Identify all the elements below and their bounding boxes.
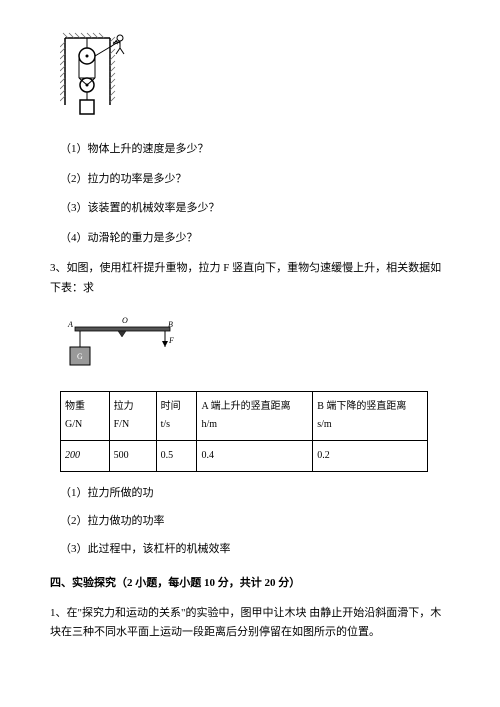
data-table: 物重 G/N 拉力 F/N 时间 t/s A 端上升的竖直距离 h/m B 端下… [60, 391, 428, 472]
svg-text:O: O [122, 316, 128, 325]
q3-sub3: （3）此过程中，该杠杆的机械效率 [60, 540, 450, 560]
pulley-figure [60, 30, 450, 128]
table-cell: 500 [109, 441, 156, 472]
table-cell: 0.5 [156, 441, 197, 472]
lever-figure: A B O F G [60, 309, 450, 382]
table-header: 拉力 F/N [109, 392, 156, 441]
q3-sub1: （1）拉力所做的功 [60, 484, 450, 504]
q2-sub2: （2）拉力的功率是多少？ [60, 170, 450, 190]
table-header: B 端下降的竖直距离 s/m [313, 392, 428, 441]
section4-q1: 1、在"探究力和运动的关系"的实验中，图甲中让木块 由静止开始沿斜面滑下，木块在… [50, 604, 450, 644]
svg-text:A: A [67, 320, 73, 329]
table-header: A 端上升的竖直距离 h/m [197, 392, 313, 441]
table-header: 物重 G/N [61, 392, 110, 441]
table-cell: 200 [61, 441, 110, 472]
q3-intro: 3、如图，使用杠杆提升重物，拉力 F 竖直向下，重物匀速缓慢上升，相关数据如下表… [50, 259, 450, 299]
q2-sub1: （1）物体上升的速度是多少？ [60, 140, 450, 160]
q3-sub2: （2）拉力做功的功率 [60, 512, 450, 532]
table-header: 时间 t/s [156, 392, 197, 441]
svg-text:F: F [168, 336, 174, 345]
table-cell: 0.2 [313, 441, 428, 472]
section-4-header: 四、实验探究（2 小题，每小题 10 分，共计 20 分） [50, 574, 450, 594]
table-cell: 0.4 [197, 441, 313, 472]
q2-sub3: （3）该装置的机械效率是多少？ [60, 199, 450, 219]
table-data-row: 200 500 0.5 0.4 0.2 [61, 441, 428, 472]
q2-sub4: （4）动滑轮的重力是多少？ [60, 229, 450, 249]
table-header-row: 物重 G/N 拉力 F/N 时间 t/s A 端上升的竖直距离 h/m B 端下… [61, 392, 428, 441]
svg-text:G: G [77, 352, 83, 361]
